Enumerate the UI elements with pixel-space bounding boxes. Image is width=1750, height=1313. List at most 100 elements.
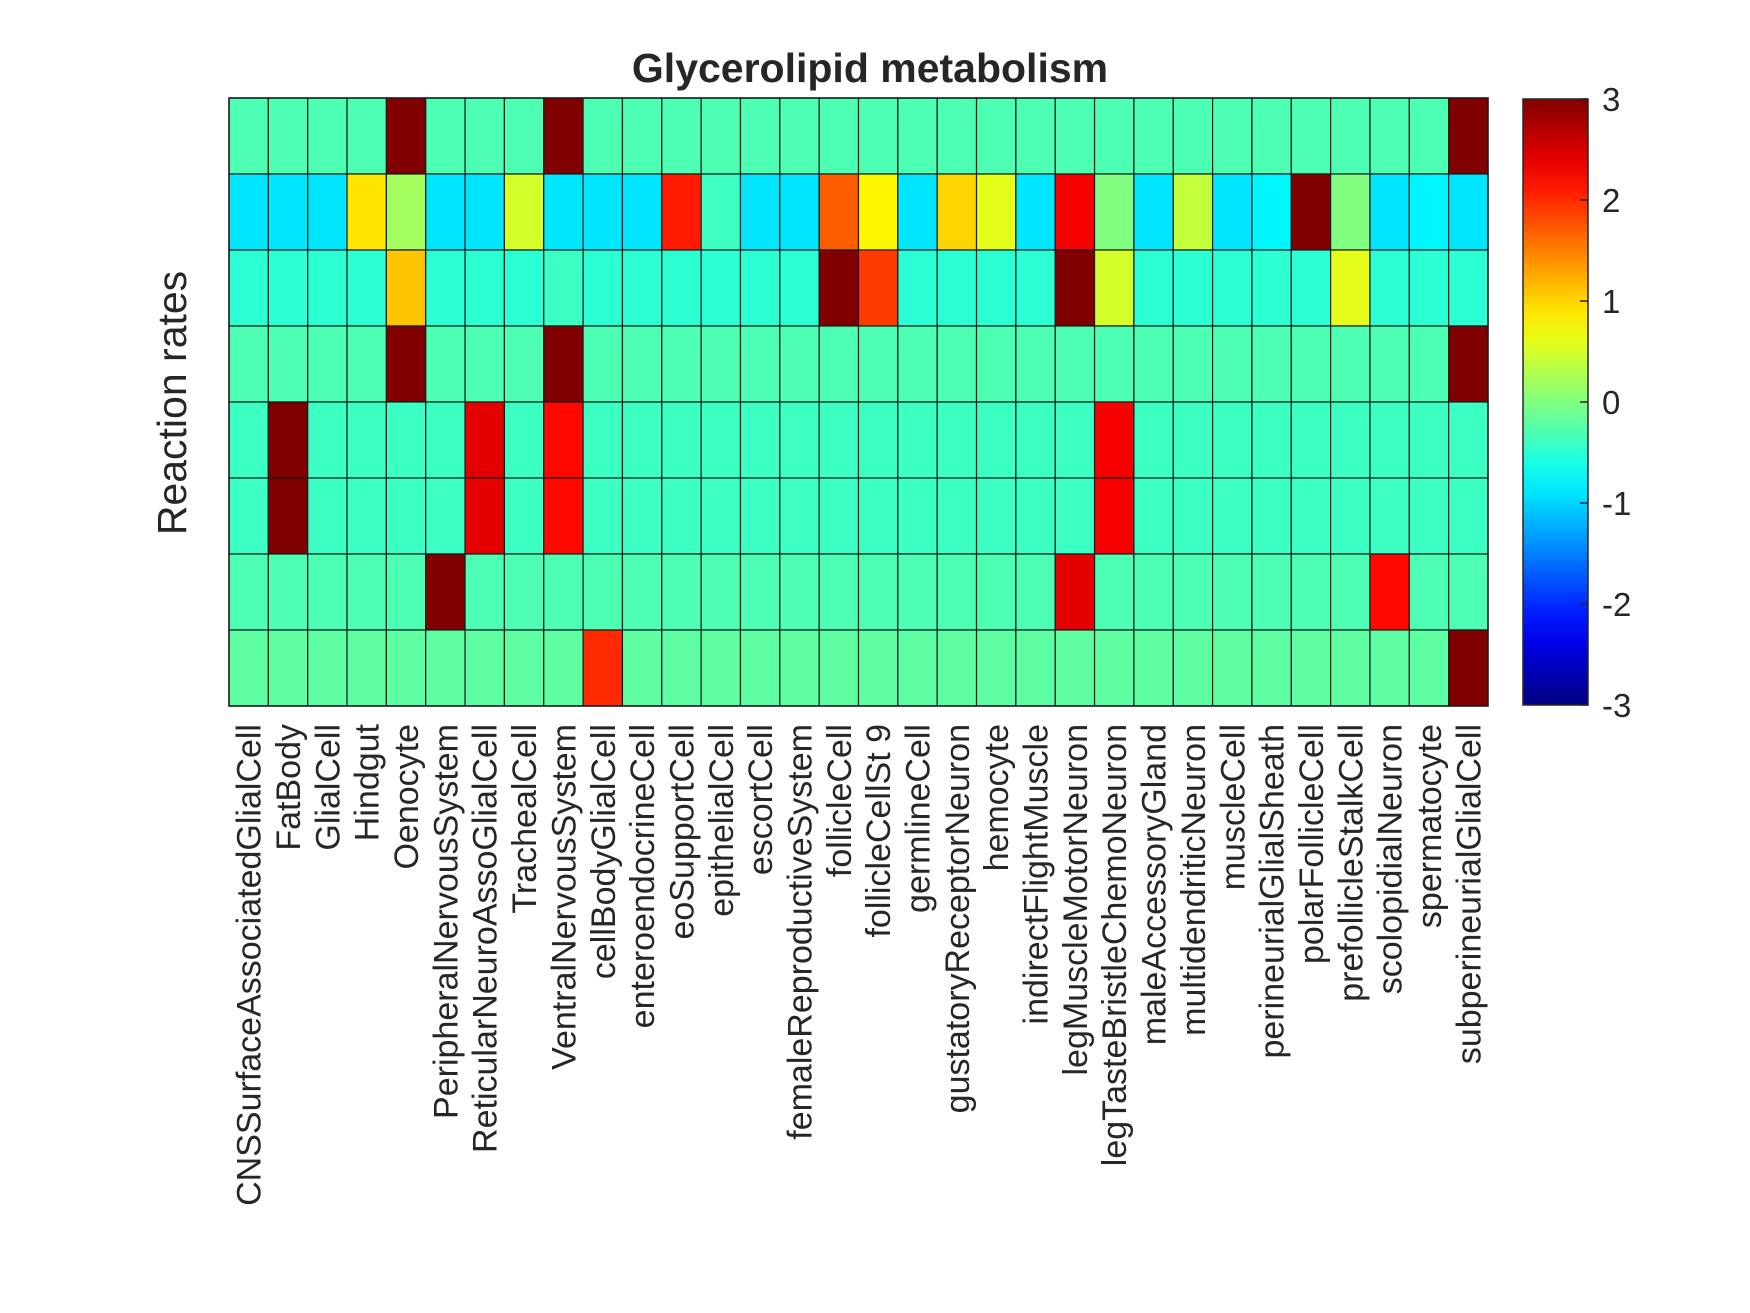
heatmap-cell: [897, 97, 938, 175]
heatmap-cell: [1093, 97, 1135, 175]
heatmap-cell: [818, 249, 860, 327]
heatmap-cell: [818, 401, 860, 479]
heatmap-cell: [503, 401, 545, 479]
heatmap-cell: [425, 629, 466, 707]
heatmap-cell: [1408, 325, 1450, 403]
heatmap-cell: [346, 553, 387, 631]
x-tick-label: epithelialCell: [703, 724, 741, 917]
heatmap-cell: [661, 401, 702, 479]
heatmap-cell: [857, 97, 899, 175]
heatmap-cell: [661, 553, 702, 631]
heatmap-cell: [1133, 477, 1174, 555]
heatmap-cell: [1133, 173, 1174, 251]
heatmap-cell: [1093, 401, 1135, 479]
colorbar-ticks: 3 2 1 0 -1 -2 -3: [1580, 81, 1631, 724]
heatmap-cell: [1408, 249, 1450, 327]
heatmap-cell: [307, 629, 348, 707]
heatmap-cell: [228, 553, 269, 631]
heatmap-cell: [1330, 629, 1371, 707]
colorbar-tick-label: 0: [1602, 384, 1620, 421]
heatmap-cell: [425, 249, 466, 327]
heatmap-cell: [385, 553, 427, 631]
heatmap-cell: [267, 477, 309, 555]
heatmap-cell: [779, 477, 820, 555]
heatmap-cell: [661, 477, 702, 555]
heatmap-cell: [1054, 553, 1096, 631]
x-tick-label: subperineurialGlialCell: [1450, 724, 1488, 1064]
heatmap-cell: [1408, 477, 1450, 555]
heatmap-cell: [1369, 477, 1410, 555]
heatmap-cell: [1369, 553, 1410, 631]
x-tick-label: enteroendocrineCell: [624, 724, 662, 1028]
heatmap-cell: [582, 249, 624, 327]
heatmap-cell: [621, 477, 663, 555]
heatmap-cell: [1211, 325, 1253, 403]
heatmap-cell: [975, 477, 1017, 555]
heatmap-cell: [897, 249, 938, 327]
heatmap-cell: [1290, 325, 1332, 403]
heatmap-cell: [267, 173, 309, 251]
heatmap-cell: [779, 401, 820, 479]
heatmap-cell: [425, 401, 466, 479]
chart-title: Glycerolipid metabolism: [632, 45, 1108, 91]
heatmap-cell: [1015, 97, 1056, 175]
heatmap-cell: [1290, 401, 1332, 479]
heatmap-cell: [503, 629, 545, 707]
heatmap-cell: [1015, 401, 1056, 479]
heatmap-border: [228, 97, 1489, 707]
x-tick-label: eoSupportCell: [664, 724, 702, 939]
heatmap-cell: [1172, 553, 1214, 631]
heatmap-cell: [543, 325, 584, 403]
heatmap-cell: [1211, 553, 1253, 631]
heatmap-cell: [1015, 553, 1056, 631]
heatmap-cell: [1251, 629, 1292, 707]
heatmap-cell: [346, 173, 387, 251]
heatmap-cell: [779, 553, 820, 631]
heatmap-cell: [897, 629, 938, 707]
x-tick-label: Oenocyte: [388, 724, 426, 870]
heatmap-cell: [975, 553, 1017, 631]
colorbar-tick-label: 3: [1602, 81, 1620, 118]
x-tick-label: spermatocyte: [1411, 724, 1449, 928]
heatmap-cell: [1054, 249, 1096, 327]
heatmap-cell: [818, 629, 860, 707]
heatmap-cell: [307, 173, 348, 251]
heatmap-cell: [1369, 97, 1410, 175]
heatmap-cell: [739, 173, 781, 251]
x-tick-label: gustatoryReceptorNeuron: [939, 724, 977, 1113]
heatmap-cell: [739, 401, 781, 479]
heatmap-cell: [1133, 553, 1174, 631]
heatmap-cell: [1093, 249, 1135, 327]
heatmap-cell: [975, 249, 1017, 327]
heatmap-cell: [267, 553, 309, 631]
heatmap-cell: [818, 553, 860, 631]
heatmap-cell: [975, 97, 1017, 175]
x-tick-label: scolopidialNeuron: [1372, 724, 1410, 994]
heatmap-cell: [661, 325, 702, 403]
heatmap-cell: [267, 97, 309, 175]
heatmap-cell: [267, 629, 309, 707]
heatmap-cell: [975, 629, 1017, 707]
x-tick-label: legTasteBristleChemoNeuron: [1096, 724, 1134, 1166]
x-tick-label: hemocyte: [978, 724, 1016, 871]
heatmap-cell: [1054, 477, 1096, 555]
heatmap-cell: [1290, 173, 1332, 251]
heatmap-cell: [1408, 553, 1450, 631]
heatmap-cell: [1172, 325, 1214, 403]
heatmap-cell: [739, 97, 781, 175]
heatmap-cell: [661, 97, 702, 175]
heatmap-cell: [1369, 401, 1410, 479]
heatmap-cell: [1448, 249, 1489, 327]
heatmap-cell: [661, 249, 702, 327]
heatmap-cell: [818, 173, 860, 251]
heatmap-cell: [739, 553, 781, 631]
heatmap-cell: [1093, 629, 1135, 707]
heatmap-cell: [975, 401, 1017, 479]
heatmap-cell: [1133, 325, 1174, 403]
heatmap-cell: [1133, 629, 1174, 707]
heatmap-cell: [936, 97, 978, 175]
heatmap-cell: [1054, 401, 1096, 479]
heatmap-cell: [307, 553, 348, 631]
heatmap-cell: [464, 173, 505, 251]
